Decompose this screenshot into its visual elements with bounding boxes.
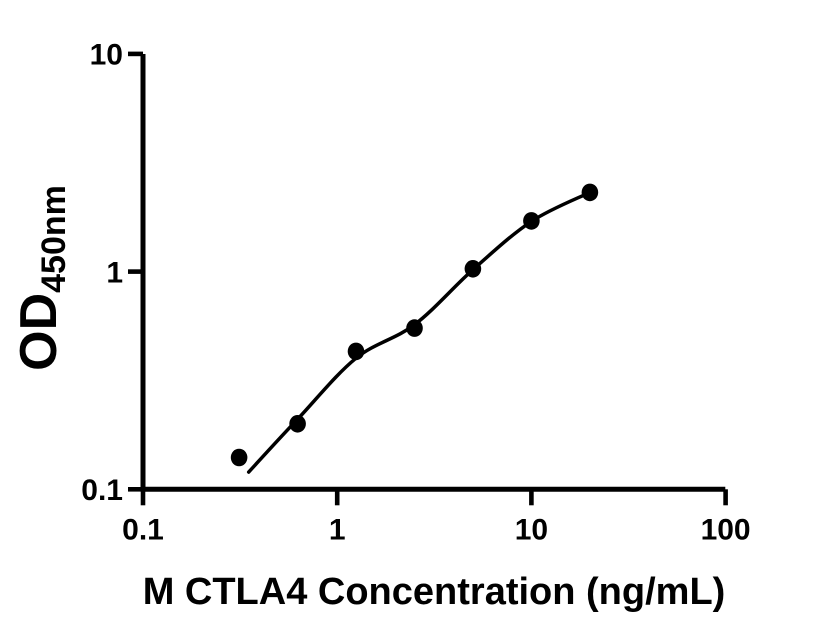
data-point-marker: [347, 342, 365, 361]
y-axis-title: OD450nm: [10, 185, 73, 371]
x-tick-label: 10: [515, 513, 548, 546]
x-tick-label: 1: [329, 513, 346, 546]
x-tick-label: 0.1: [122, 513, 164, 546]
x-axis-title: M CTLA4 Concentration (ng/mL): [143, 571, 726, 613]
y-axis-title-main: OD: [10, 293, 68, 371]
y-tick-label: 1: [106, 256, 123, 289]
data-point-marker: [581, 183, 599, 202]
x-axis-ticks: [140, 489, 728, 506]
data-points: [230, 183, 599, 467]
y-axis-title-subscript: 450nm: [35, 185, 73, 293]
data-point-marker: [406, 319, 423, 337]
axis-frame: [140, 54, 726, 492]
data-point-marker: [464, 260, 482, 278]
y-tick-label: 10: [90, 39, 123, 72]
x-tick-label: 100: [701, 513, 751, 546]
y-axis-ticks: [128, 51, 143, 492]
data-point-marker: [230, 448, 248, 467]
data-point-marker: [289, 415, 306, 433]
data-point-marker: [523, 212, 540, 230]
y-axis-tick-labels: 0.1 1 10: [81, 39, 123, 507]
x-axis-tick-labels: 0.1 1 10 100: [122, 513, 750, 546]
y-tick-label: 0.1: [81, 474, 123, 507]
